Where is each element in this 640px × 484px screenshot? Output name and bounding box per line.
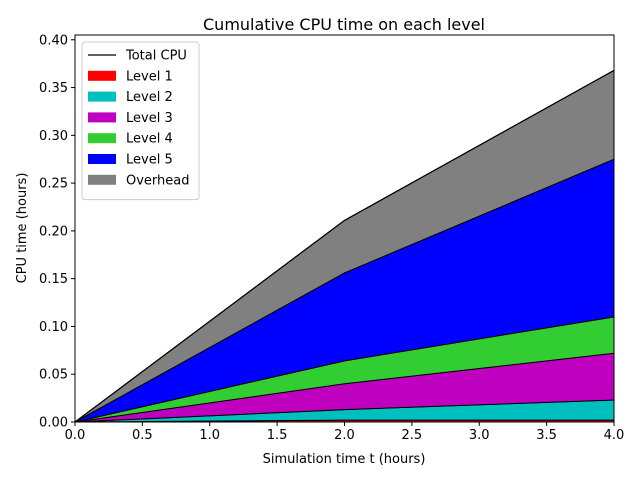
stacked-areas [74,69,615,423]
x-tick-label: 3.0 [469,428,490,443]
legend-label-level-3: Level 3 [126,111,173,126]
x-tick-label: 1.0 [199,428,220,443]
y-axis-label: CPU time (hours) [15,173,30,284]
y-tick-label: 0.40 [39,33,68,48]
legend-label-level-4: Level 4 [126,132,173,147]
y-tick-label: 0.00 [39,416,68,431]
y-tick-label: 0.05 [39,368,68,383]
legend-swatch-level-3 [88,112,116,123]
legend-swatch-overhead [88,174,116,185]
y-tick-label: 0.25 [39,177,68,192]
x-tick-label: 0.0 [65,428,86,443]
y-tick-label: 0.20 [39,224,68,239]
total-cpu-line [74,69,615,423]
x-tick-label: 4.0 [604,428,625,443]
x-tick-label: 3.5 [536,428,557,443]
y-tick-label: 0.35 [39,81,68,96]
legend-label-level-5: Level 5 [126,153,173,168]
legend-swatch-level-2 [88,91,116,102]
y-tick-label: 0.15 [39,272,68,287]
legend-label-overhead: Overhead [126,173,190,188]
legend: Total CPU Level 1 Level 2 Level 3 Level 4 Lev… [81,41,200,201]
x-tick-label: 2.0 [334,428,355,443]
x-tick-label: 1.5 [267,428,288,443]
total-line-group [74,69,615,423]
legend-label-total-cpu: Total CPU [125,49,187,64]
x-axis: 0.0 0.5 1.0 1.5 2.0 2.5 3.0 3.5 4.0 [65,422,625,443]
y-tick-label: 0.10 [39,320,68,335]
legend-swatch-level-1 [88,70,116,81]
legend-swatch-level-4 [88,133,116,144]
y-axis: 0.00 0.05 0.10 0.15 0.20 0.25 0.30 0.35 0.40 [39,33,75,431]
x-tick-label: 2.5 [402,428,423,443]
x-axis-label: Simulation time t (hours) [263,452,426,467]
legend-label-level-1: Level 1 [126,69,173,84]
x-tick-label: 0.5 [132,428,153,443]
legend-swatch-level-5 [88,154,116,164]
chart-title: Cumulative CPU time on each level [203,15,485,34]
legend-label-level-2: Level 2 [126,90,173,105]
y-tick-label: 0.30 [39,129,68,144]
